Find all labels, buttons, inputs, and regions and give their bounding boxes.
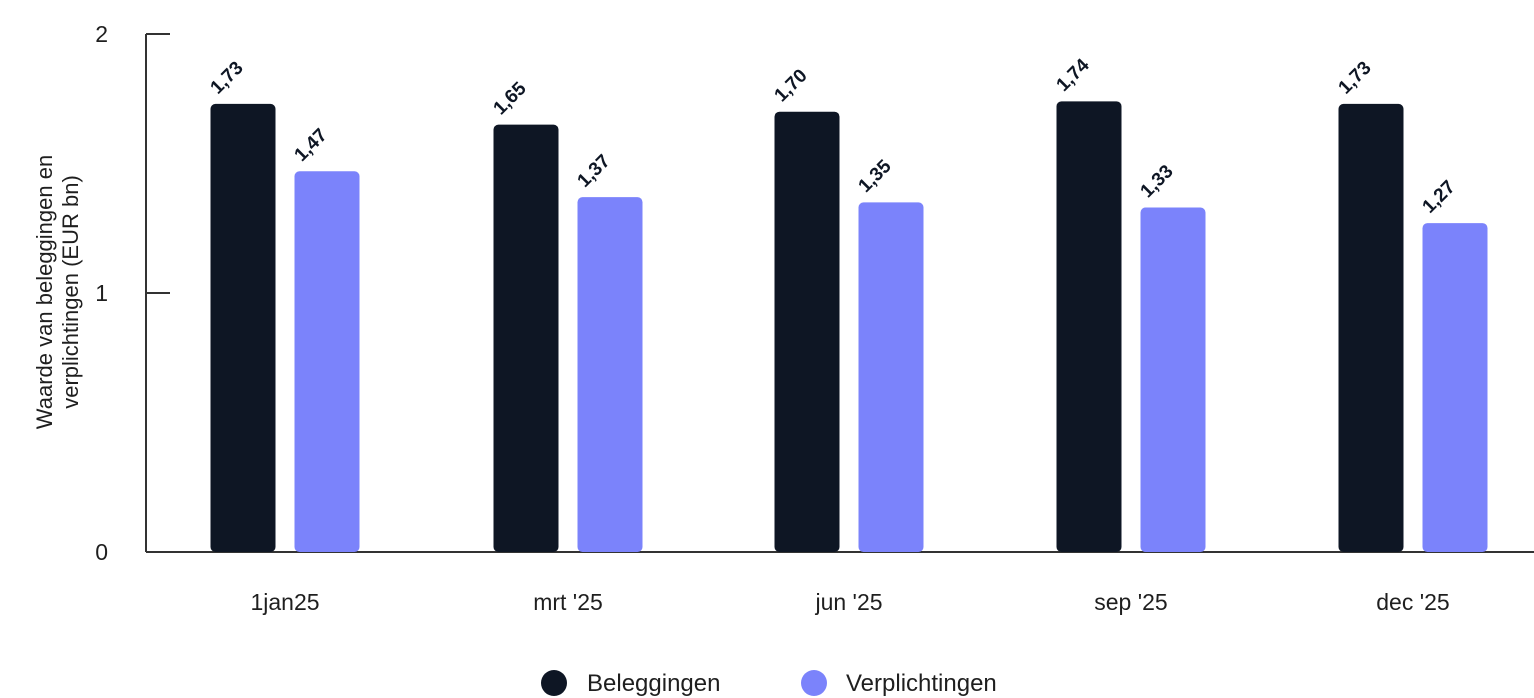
x-tick-label: 1jan25 xyxy=(250,589,319,615)
x-tick-label: jun '25 xyxy=(814,589,882,615)
data-label-verplichtingen-1: 1,37 xyxy=(574,151,615,192)
legend-label-beleggingen: Beleggingen xyxy=(587,670,720,697)
bar-beleggingen-2 xyxy=(774,111,840,552)
legend-marker-beleggingen xyxy=(541,670,567,696)
y-axis-title-line-1: Waarde van beleggingen en xyxy=(32,155,57,429)
bar-verplichtingen-4 xyxy=(1422,223,1488,552)
bar-verplichtingen-3 xyxy=(1140,207,1206,552)
x-tick-label: dec '25 xyxy=(1376,589,1449,615)
y-axis-title-line-2: verplichtingen (EUR bn) xyxy=(58,175,83,409)
data-label-beleggingen-2: 1,70 xyxy=(771,65,812,106)
y-tick-label: 0 xyxy=(95,539,108,565)
bar-beleggingen-0 xyxy=(210,103,276,553)
legend-marker-verplichtingen xyxy=(801,670,827,696)
data-label-beleggingen-3: 1,74 xyxy=(1053,55,1094,96)
y-ticks: 0 1 2 xyxy=(95,21,170,565)
x-tick-label: sep '25 xyxy=(1094,589,1167,615)
bar-verplichtingen-1 xyxy=(577,197,643,553)
bars xyxy=(210,101,1488,553)
y-axis-title: Waarde van beleggingen en verplichtingen… xyxy=(32,155,83,429)
x-tick-labels: 1jan25 mrt '25 jun '25 sep '25 dec '25 xyxy=(250,589,1449,615)
data-label-beleggingen-4: 1,73 xyxy=(1335,58,1376,99)
data-label-verplichtingen-0: 1,47 xyxy=(291,125,332,166)
data-label-verplichtingen-2: 1,35 xyxy=(855,156,896,197)
data-label-verplichtingen-4: 1,27 xyxy=(1419,177,1460,218)
legend-label-verplichtingen: Verplichtingen xyxy=(846,670,997,697)
data-label-verplichtingen-3: 1,33 xyxy=(1137,161,1178,202)
data-label-beleggingen-0: 1,73 xyxy=(207,58,248,99)
y-tick-label: 1 xyxy=(95,280,108,306)
data-label-beleggingen-1: 1,65 xyxy=(490,78,531,119)
bar-beleggingen-1 xyxy=(493,124,559,553)
legend: Beleggingen Verplichtingen xyxy=(541,670,997,697)
y-tick-label: 2 xyxy=(95,21,108,47)
x-tick-label: mrt '25 xyxy=(533,589,603,615)
bar-verplichtingen-0 xyxy=(294,171,360,552)
bar-verplichtingen-2 xyxy=(858,202,924,552)
bar-beleggingen-3 xyxy=(1056,101,1122,552)
bar-beleggingen-4 xyxy=(1338,103,1404,553)
